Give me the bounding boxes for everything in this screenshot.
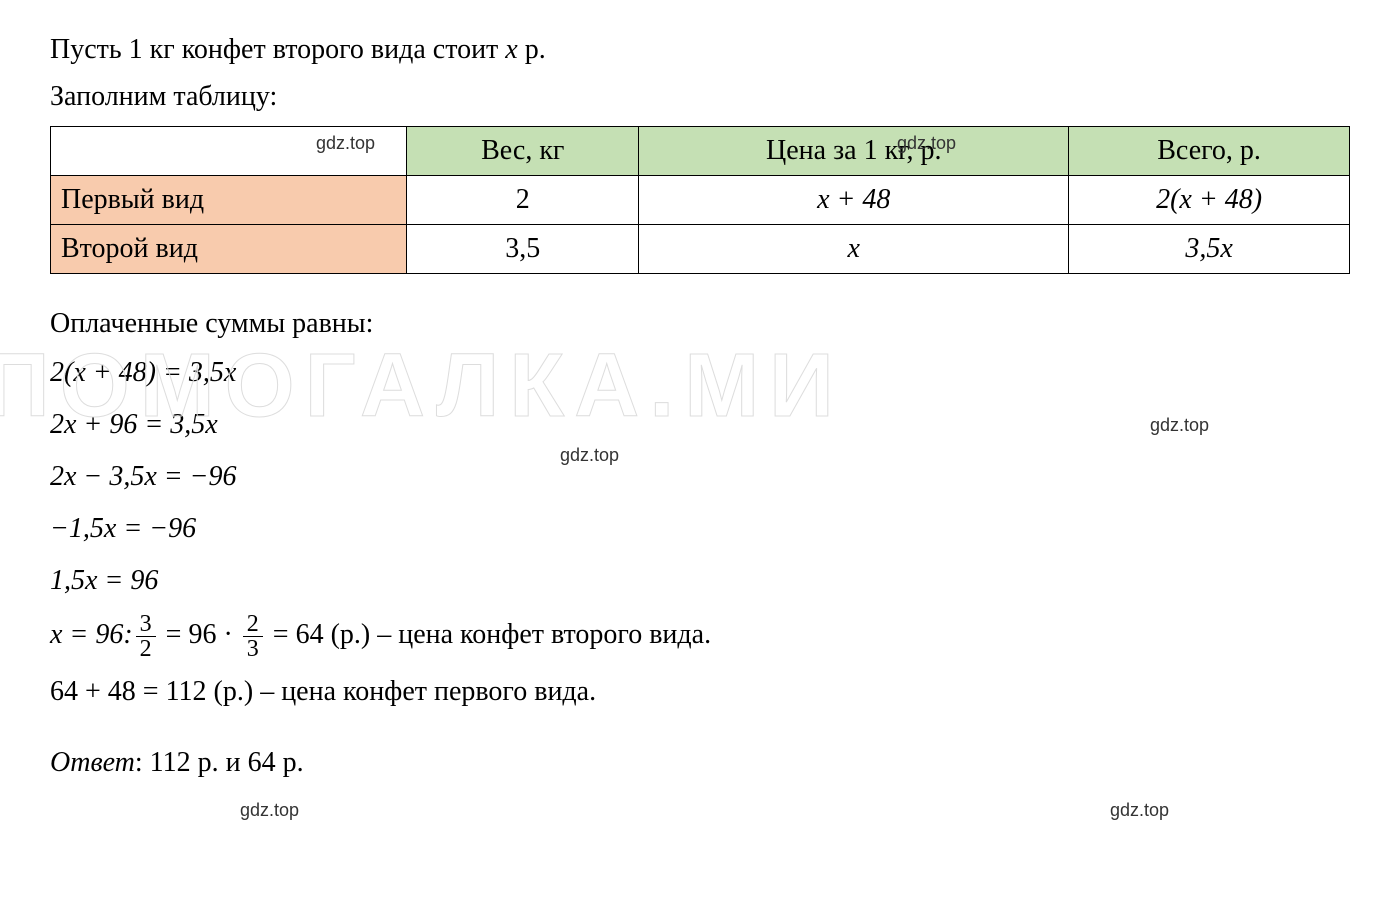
equation: 1,5x = 96	[50, 560, 1350, 602]
table-row: Первый вид 2 x + 48 2(x + 48)	[51, 176, 1350, 225]
intro-line-2: Заполним таблицу:	[50, 77, 1350, 116]
table-cell-total: 2(x + 48)	[1069, 176, 1350, 225]
equation: 64 + 48 = 112 (р.) – цена конфет первого…	[50, 671, 1350, 713]
table-header-row: Вес, кг Цена за 1 кг, р. Всего, р.	[51, 127, 1350, 176]
watermark-text: gdz.top	[240, 800, 299, 821]
equation: 2x + 96 = 3,5x	[50, 404, 1350, 446]
data-table: Вес, кг Цена за 1 кг, р. Всего, р. Первы…	[50, 126, 1350, 274]
equation: 2x − 3,5x = −96	[50, 456, 1350, 498]
table-row-label: Второй вид	[51, 225, 407, 274]
table-corner-cell	[51, 127, 407, 176]
eq-mid: = 96 ·	[159, 618, 240, 649]
intro-text: Пусть 1 кг конфет второго вида стоит	[50, 34, 505, 65]
table-cell-weight: 3,5	[407, 225, 639, 274]
fraction: 32	[136, 612, 156, 661]
fraction-num: 3	[136, 612, 156, 637]
equation-fraction: x = 96:32 = 96 · 23 = 64 (р.) – цена кон…	[50, 612, 1350, 661]
solution-heading: Оплаченные суммы равны:	[50, 304, 1350, 343]
table-cell-total: 3,5x	[1069, 225, 1350, 274]
table-header-price: Цена за 1 кг, р.	[639, 127, 1069, 176]
eq-prefix: x = 96:	[50, 618, 133, 649]
table-cell-weight: 2	[407, 176, 639, 225]
table-row: Второй вид 3,5 x 3,5x	[51, 225, 1350, 274]
intro-text-suffix: р.	[518, 34, 546, 65]
table-row-label: Первый вид	[51, 176, 407, 225]
intro-var: x	[505, 34, 517, 65]
watermark-text: gdz.top	[1110, 800, 1169, 821]
fraction-den: 2	[136, 637, 156, 661]
table-header-weight: Вес, кг	[407, 127, 639, 176]
table-cell-price: x	[639, 225, 1069, 274]
fraction-den: 3	[243, 637, 263, 661]
eq-suffix: = 64 (р.) – цена конфет второго вида.	[266, 618, 711, 649]
equation: −1,5x = −96	[50, 508, 1350, 550]
fraction: 23	[243, 612, 263, 661]
answer-label: Ответ	[50, 747, 135, 778]
answer-text: : 112 р. и 64 р.	[135, 747, 304, 778]
table-cell-price: x + 48	[639, 176, 1069, 225]
fraction-num: 2	[243, 612, 263, 637]
intro-line-1: Пусть 1 кг конфет второго вида стоит x р…	[50, 30, 1350, 69]
equation: 2(x + 48) = 3,5x	[50, 352, 1350, 394]
answer-line: Ответ: 112 р. и 64 р.	[50, 743, 1350, 782]
table-header-total: Всего, р.	[1069, 127, 1350, 176]
